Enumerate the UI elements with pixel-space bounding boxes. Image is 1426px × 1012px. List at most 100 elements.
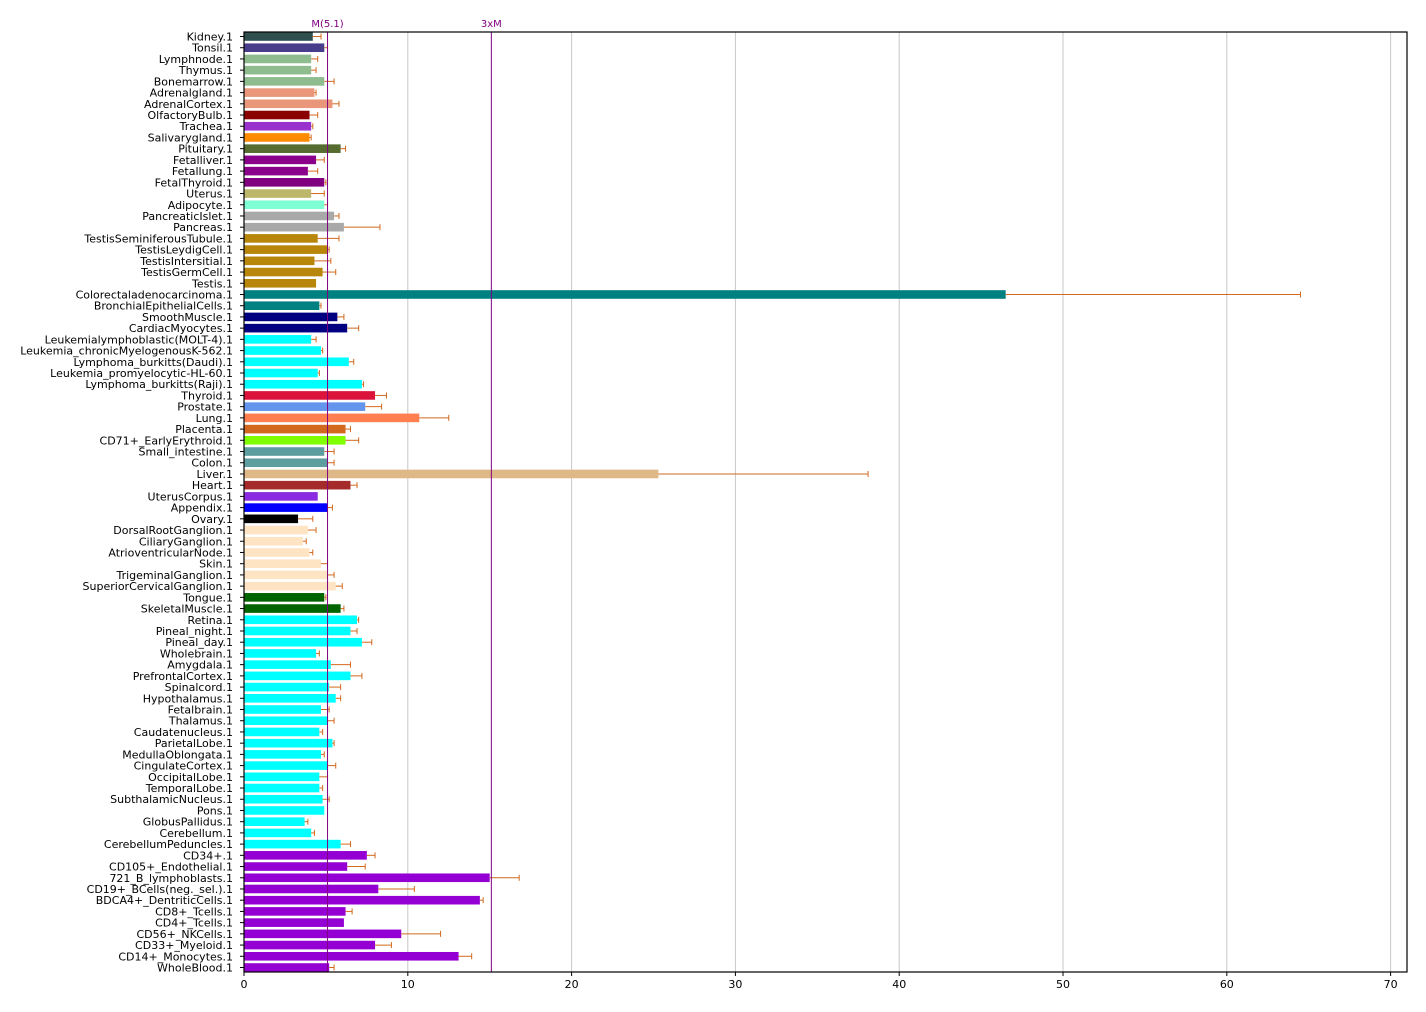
y-tick-label: Skin.1 <box>199 558 233 571</box>
y-tick-label: CD8+_Tcells.1 <box>155 905 233 918</box>
y-tick-label: Leukemia_promyelocytic-HL-60.1 <box>50 367 233 380</box>
y-tick-label: Cerebellum.1 <box>159 827 233 840</box>
y-tick-label: SkeletalMuscle.1 <box>141 603 233 616</box>
bar <box>244 750 321 759</box>
y-tick-label: DorsalRootGanglion.1 <box>113 524 233 537</box>
bar <box>244 480 351 490</box>
bar <box>244 873 490 883</box>
y-tick-label: Thyroid.1 <box>180 389 233 402</box>
y-tick-label: Kidney.1 <box>187 31 233 44</box>
y-tick-label: CerebellumPeduncles.1 <box>104 838 233 851</box>
bar <box>244 357 349 367</box>
y-tick-label: Adipocyte.1 <box>168 199 233 212</box>
bar <box>244 828 312 838</box>
y-tick-label: CD56+_NKCells.1 <box>137 928 234 941</box>
y-tick-label: Retina.1 <box>188 614 234 627</box>
y-tick-label: CardiacMyocytes.1 <box>129 322 233 335</box>
bar <box>244 458 328 468</box>
y-tick-labels: Kidney.1Tonsil.1Lymphnode.1Thymus.1Bonem… <box>20 31 244 975</box>
bar <box>244 593 325 602</box>
bar <box>244 727 320 737</box>
bar <box>244 615 358 625</box>
bar <box>244 503 328 512</box>
y-tick-label: TestisLeydigCell.1 <box>134 244 233 257</box>
y-tick-label: Ovary.1 <box>191 513 233 526</box>
bar <box>244 312 338 322</box>
y-tick-label: TestisIntersitial.1 <box>139 255 233 268</box>
y-tick-label: Testis.1 <box>191 277 233 290</box>
y-tick-label: WholeBlood.1 <box>157 962 233 975</box>
y-tick-label: Liver.1 <box>197 468 233 481</box>
bar <box>244 402 366 411</box>
y-tick-label: Caudatenucleus.1 <box>134 726 233 739</box>
bar <box>244 536 303 546</box>
bar <box>244 693 336 703</box>
y-tick-label: Adrenalgland.1 <box>150 87 233 100</box>
y-tick-label: CiliaryGanglion.1 <box>139 535 233 548</box>
bar <box>244 851 367 860</box>
y-tick-label: AtrioventricularNode.1 <box>108 546 233 559</box>
bar <box>244 121 312 131</box>
bar <box>244 570 328 580</box>
y-tick-label: Fetalliver.1 <box>173 154 233 167</box>
y-tick-label: Pineal_day.1 <box>165 636 233 649</box>
bar <box>244 548 310 557</box>
bar <box>244 963 330 972</box>
y-tick-label: Amygdala.1 <box>167 659 233 672</box>
bar <box>244 424 346 434</box>
bar <box>244 88 315 97</box>
bar <box>244 200 325 210</box>
bar <box>244 772 320 782</box>
y-tick-label: FetalThyroid.1 <box>155 176 233 189</box>
y-tick-label: CD105+_Endothelial.1 <box>109 861 233 874</box>
y-tick-label: Prostate.1 <box>177 401 233 414</box>
y-tick-label: CD19+_BCells(neg._sel.).1 <box>87 883 233 896</box>
y-tick-label: TrigeminalGanglion.1 <box>116 569 234 582</box>
x-tick-label: 40 <box>892 978 906 991</box>
bar <box>244 379 362 389</box>
gridlines <box>407 32 1392 972</box>
y-tick-label: Leukemia_chronicMyelogenousK-562.1 <box>20 345 233 358</box>
bar <box>244 413 420 423</box>
bar <box>244 862 348 871</box>
bar <box>244 929 402 939</box>
bar <box>244 918 344 927</box>
bar <box>244 783 320 793</box>
bar <box>244 514 299 524</box>
bar <box>244 256 315 266</box>
bar <box>244 65 312 75</box>
bar <box>244 761 328 770</box>
bar <box>244 626 351 636</box>
y-tick-label: SubthalamicNucleus.1 <box>110 793 233 806</box>
y-tick-label: Lymphnode.1 <box>159 53 233 66</box>
y-tick-label: OlfactoryBulb.1 <box>147 109 233 122</box>
y-tick-label: Spinalcord.1 <box>165 681 233 694</box>
y-tick-label: Pons.1 <box>197 804 233 817</box>
y-tick-label: CD4+_Tcells.1 <box>155 917 233 930</box>
bar <box>244 267 323 277</box>
y-tick-label: TestisGermCell.1 <box>140 266 233 279</box>
bar <box>244 189 312 198</box>
bar <box>244 806 325 815</box>
y-tick-label: Tongue.1 <box>182 591 233 604</box>
y-tick-label: BDCA4+_DentriticCells.1 <box>96 894 233 907</box>
y-tick-label: BronchialEpithelialCells.1 <box>94 300 233 313</box>
x-tick-label: 10 <box>401 978 415 991</box>
y-tick-label: Uterus.1 <box>186 188 233 201</box>
reference-line-label: M(5.1) <box>311 19 343 30</box>
y-tick-label: Wholebrain.1 <box>160 647 233 660</box>
bar <box>244 951 459 961</box>
x-tick-label: 50 <box>1056 978 1070 991</box>
x-tick-label: 60 <box>1220 978 1234 991</box>
bar <box>244 492 318 501</box>
bar <box>244 660 331 669</box>
bar <box>244 649 317 658</box>
bar <box>244 907 346 916</box>
y-tick-label: AdrenalCortex.1 <box>144 98 233 111</box>
x-tick-labels: 0 10 20 30 40 50 60 70 <box>241 972 1398 991</box>
reference-line-label: 3xM <box>481 19 502 30</box>
y-tick-label: GlobusPallidus.1 <box>143 816 233 829</box>
y-tick-label: UterusCorpus.1 <box>148 490 233 503</box>
